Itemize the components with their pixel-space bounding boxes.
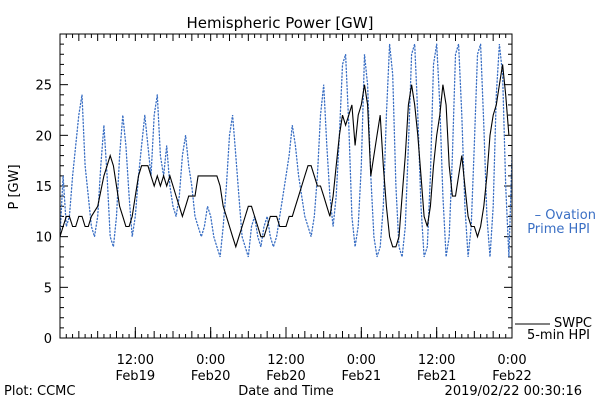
x-tick-label-date: Feb20: [191, 369, 231, 384]
x-tick-label-time: 0:00: [347, 353, 376, 368]
series-swpc-line: [60, 64, 510, 249]
y-tick-label: 0: [44, 332, 52, 347]
y-tick-label: 10: [35, 231, 52, 246]
y-tick-label: 25: [35, 79, 52, 94]
x-tick-label-time: 0:00: [497, 353, 526, 368]
plot-frame: [59, 33, 513, 339]
x-tick-label-date: Feb19: [116, 369, 156, 384]
chart-title: Hemispheric Power [GW]: [187, 14, 374, 32]
y-axis: 0 5 10 15 20 25: [35, 33, 512, 347]
legend-ovation-line2: Prime HPI: [527, 222, 590, 237]
x-tick-label-date: Feb20: [266, 369, 306, 384]
x-axis: 12:00Feb190:00Feb2012:00Feb200:00Feb2112…: [59, 34, 532, 384]
legend-swpc-line2: 5-min HPI: [527, 328, 590, 343]
x-tick-label-date: Feb21: [417, 369, 457, 384]
plot-credit: Plot: CCMC: [4, 384, 75, 399]
legend-ovation-line1: – Ovation: [535, 208, 596, 223]
x-tick-label-date: Feb21: [342, 369, 382, 384]
x-tick-label-time: 12:00: [117, 353, 154, 368]
x-axis-label: Date and Time: [238, 384, 334, 399]
x-tick-label-time: 12:00: [267, 353, 304, 368]
series-layer: [60, 43, 512, 258]
x-tick-label-time: 12:00: [418, 353, 455, 368]
y-tick-label: 5: [44, 281, 52, 296]
timestamp: 2019/02/22 00:30:16: [445, 384, 582, 399]
legend-swpc-line1: SWPC: [554, 316, 592, 331]
x-tick-label-date: Feb22: [492, 369, 532, 384]
y-axis-label: P [GW]: [7, 164, 22, 209]
series-ovation-prime-line: [60, 43, 512, 258]
x-tick-label-time: 0:00: [196, 353, 225, 368]
y-tick-label: 20: [35, 129, 52, 144]
y-tick-label: 15: [35, 180, 52, 195]
